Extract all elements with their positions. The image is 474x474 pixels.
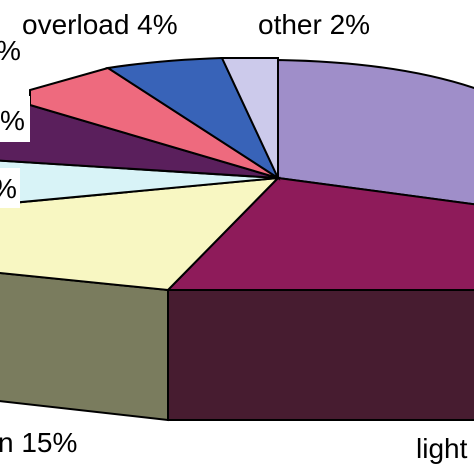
label-partial-2: % [0, 105, 25, 136]
label-partial-3: % [0, 173, 17, 204]
pie-side-olive [0, 272, 169, 422]
label-box-partial-3 [0, 168, 20, 208]
pie-side-faces [0, 272, 474, 422]
pie-slice-lightning [277, 58, 474, 206]
label-bottom-right: light [416, 433, 468, 464]
label-other: other 2% [258, 9, 370, 40]
pie-side-lightning-dark [167, 289, 474, 421]
label-overload: overload 4% [22, 9, 178, 40]
label-partial-1: % [0, 35, 21, 66]
label-bottom-left: n 15% [0, 427, 77, 458]
pie-slice-other [220, 57, 279, 179]
label-box-partial-1 [0, 28, 18, 66]
label-box-partial-2 [0, 96, 30, 142]
pie-top-slices [0, 56, 474, 292]
